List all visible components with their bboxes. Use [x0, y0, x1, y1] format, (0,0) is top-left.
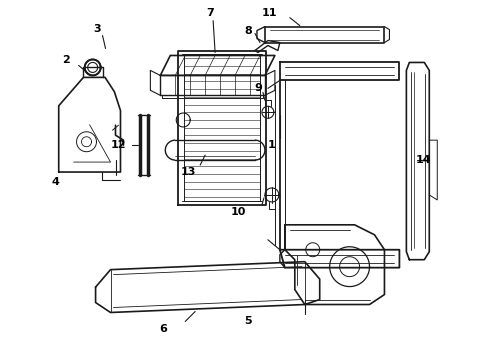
Text: 11: 11 — [262, 8, 278, 18]
Text: 3: 3 — [94, 24, 101, 33]
Text: 7: 7 — [206, 8, 214, 18]
Text: 8: 8 — [244, 26, 252, 36]
Text: 6: 6 — [159, 324, 167, 334]
Text: 14: 14 — [416, 155, 431, 165]
Text: 5: 5 — [244, 316, 252, 327]
Text: 13: 13 — [180, 167, 196, 177]
Text: 2: 2 — [62, 55, 70, 66]
Text: 4: 4 — [52, 177, 60, 187]
Text: 9: 9 — [254, 84, 262, 93]
Text: 12: 12 — [111, 140, 126, 150]
Text: 1: 1 — [268, 140, 276, 150]
Text: 10: 10 — [230, 207, 245, 217]
